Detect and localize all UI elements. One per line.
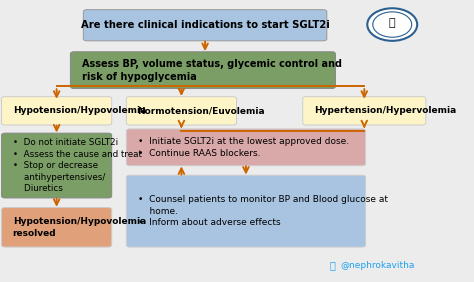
Circle shape bbox=[367, 8, 417, 41]
Text: •  Counsel patients to monitor BP and Blood glucose at
    home.
•  Inform about: • Counsel patients to monitor BP and Blo… bbox=[137, 195, 388, 227]
FancyBboxPatch shape bbox=[1, 97, 112, 125]
Text: •  Do not initiate SGLT2i
•  Assess the cause and treat
•  Stop or decrease
    : • Do not initiate SGLT2i • Assess the ca… bbox=[13, 138, 142, 193]
Text: Are there clinical indications to start SGLT2i: Are there clinical indications to start … bbox=[81, 20, 329, 30]
Text: Hypotension/Hypovolemia: Hypotension/Hypovolemia bbox=[13, 106, 146, 115]
Text: 🐦: 🐦 bbox=[330, 260, 336, 270]
Text: Normotension/Euvolemia: Normotension/Euvolemia bbox=[137, 106, 265, 115]
Text: Hypotension/Hypovolemia
resolved: Hypotension/Hypovolemia resolved bbox=[13, 217, 146, 237]
FancyBboxPatch shape bbox=[83, 10, 327, 41]
FancyBboxPatch shape bbox=[1, 133, 112, 198]
FancyBboxPatch shape bbox=[1, 208, 112, 247]
Text: •  Initiate SGLT2i at the lowest approved dose.
•  Continue RAAS blockers.: • Initiate SGLT2i at the lowest approved… bbox=[137, 137, 349, 158]
FancyBboxPatch shape bbox=[127, 175, 365, 247]
FancyBboxPatch shape bbox=[303, 97, 426, 125]
FancyBboxPatch shape bbox=[127, 129, 365, 166]
FancyBboxPatch shape bbox=[71, 52, 336, 89]
Text: 🫘: 🫘 bbox=[389, 18, 396, 28]
FancyBboxPatch shape bbox=[127, 97, 237, 125]
Text: Hypertension/Hypervolemia: Hypertension/Hypervolemia bbox=[314, 106, 456, 115]
Text: @nephrokavitha: @nephrokavitha bbox=[341, 261, 415, 270]
Text: Assess BP, volume status, glycemic control and
risk of hypoglycemia: Assess BP, volume status, glycemic contr… bbox=[82, 59, 342, 81]
